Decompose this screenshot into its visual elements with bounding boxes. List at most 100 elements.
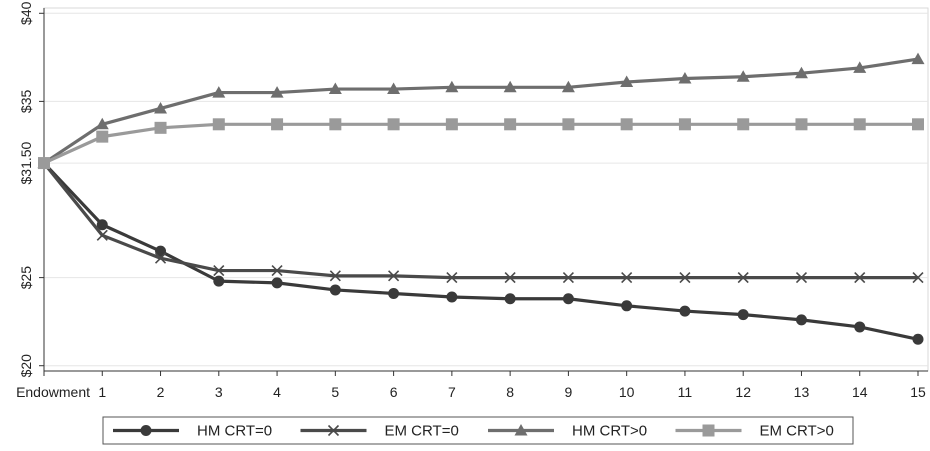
data-point — [562, 272, 574, 284]
data-point — [329, 270, 341, 282]
data-point — [853, 118, 866, 131]
data-point — [678, 71, 692, 84]
data-point — [678, 118, 691, 131]
data-point — [620, 118, 633, 131]
data-point — [794, 66, 808, 79]
data-point — [912, 333, 924, 345]
data-point — [503, 80, 517, 93]
x-tick-label: 5 — [331, 384, 339, 400]
data-point — [854, 321, 866, 333]
data-point — [737, 118, 750, 131]
series-line — [43, 57, 919, 165]
data-point — [504, 293, 516, 305]
x-tick-label: 12 — [735, 384, 751, 400]
data-point — [154, 121, 167, 134]
plot-area — [43, 7, 929, 372]
x-tick-label: 14 — [852, 384, 868, 400]
data-point — [679, 305, 691, 317]
data-point — [795, 314, 807, 326]
data-point — [795, 272, 808, 284]
x-tick-label: 1 — [98, 384, 106, 400]
data-point — [446, 291, 458, 303]
series-hm-crt-0 — [37, 52, 925, 169]
data-point — [271, 277, 283, 289]
legend: HM CRT=0 EM CRT=0 HM CRT>0 EM CRT>0 — [102, 416, 854, 445]
x-tick-label: 7 — [448, 384, 456, 400]
data-point — [620, 75, 634, 88]
x-tick-label: 6 — [390, 384, 398, 400]
x-tick-label: Endowment — [16, 384, 90, 400]
data-point — [445, 118, 458, 131]
data-point — [911, 52, 925, 65]
x-tick-label: 9 — [565, 384, 573, 400]
series-hm-crt-0 — [38, 157, 924, 345]
data-point — [504, 272, 516, 284]
data-point — [562, 118, 575, 131]
legend-marker — [514, 424, 528, 436]
legend-item: EM CRT>0 — [675, 423, 834, 440]
y-tick-label: $31.50 — [18, 141, 34, 184]
legend-item: HM CRT=0 — [113, 423, 272, 440]
x-tick-label: 13 — [794, 384, 810, 400]
x-tick-label: 15 — [910, 384, 926, 400]
legend-label: EM CRT=0 — [385, 423, 459, 440]
x-tick-label: 11 — [678, 384, 693, 400]
data-point — [213, 264, 225, 277]
y-tick-label: $25 — [18, 266, 34, 290]
series-lines — [37, 52, 925, 345]
data-point — [213, 275, 225, 287]
data-point — [854, 272, 866, 284]
series-em-crt-0 — [38, 157, 924, 284]
series-line — [42, 162, 918, 280]
data-point — [561, 80, 575, 93]
data-point — [271, 118, 284, 131]
data-point — [155, 245, 167, 257]
data-point — [621, 272, 633, 284]
data-point — [446, 272, 458, 284]
data-point — [679, 272, 691, 284]
legend-label: EM CRT>0 — [760, 423, 834, 440]
data-point — [562, 293, 574, 305]
legend-label: HM CRT=0 — [197, 423, 272, 440]
x-tick-label: 10 — [619, 384, 635, 400]
data-point — [95, 117, 109, 130]
y-tick-label: $20 — [18, 354, 34, 378]
x-tick-label: 4 — [273, 384, 281, 400]
y-tick-label: $40 — [18, 1, 34, 25]
series-line — [42, 161, 919, 341]
data-point — [736, 70, 750, 82]
data-point — [212, 118, 225, 131]
data-point — [38, 157, 50, 170]
legend-box — [102, 416, 854, 445]
data-point — [445, 80, 459, 93]
x-tick-label: 3 — [215, 384, 223, 400]
data-point — [329, 118, 342, 131]
data-point — [737, 272, 749, 284]
legend-marker — [140, 425, 152, 436]
data-point — [154, 252, 167, 264]
data-point — [912, 272, 924, 284]
data-point — [96, 229, 108, 241]
legend-item: HM CRT>0 — [488, 423, 647, 440]
legend-marker — [702, 424, 715, 437]
data-point — [795, 118, 808, 131]
data-point — [329, 284, 341, 296]
x-tick-label: 8 — [506, 384, 514, 400]
data-point — [271, 264, 283, 277]
data-point — [737, 309, 749, 321]
data-point — [387, 118, 400, 131]
data-point — [212, 86, 226, 98]
legend-item: EM CRT=0 — [300, 423, 459, 440]
y-tick-label: $35 — [18, 90, 34, 114]
data-point — [912, 118, 924, 131]
data-point — [96, 130, 109, 143]
data-point — [154, 101, 168, 114]
data-point — [96, 219, 108, 231]
legend-marker — [327, 424, 340, 437]
legend-label: HM CRT>0 — [572, 423, 647, 440]
data-point — [388, 270, 400, 282]
data-point — [328, 82, 342, 95]
data-point — [621, 300, 633, 312]
